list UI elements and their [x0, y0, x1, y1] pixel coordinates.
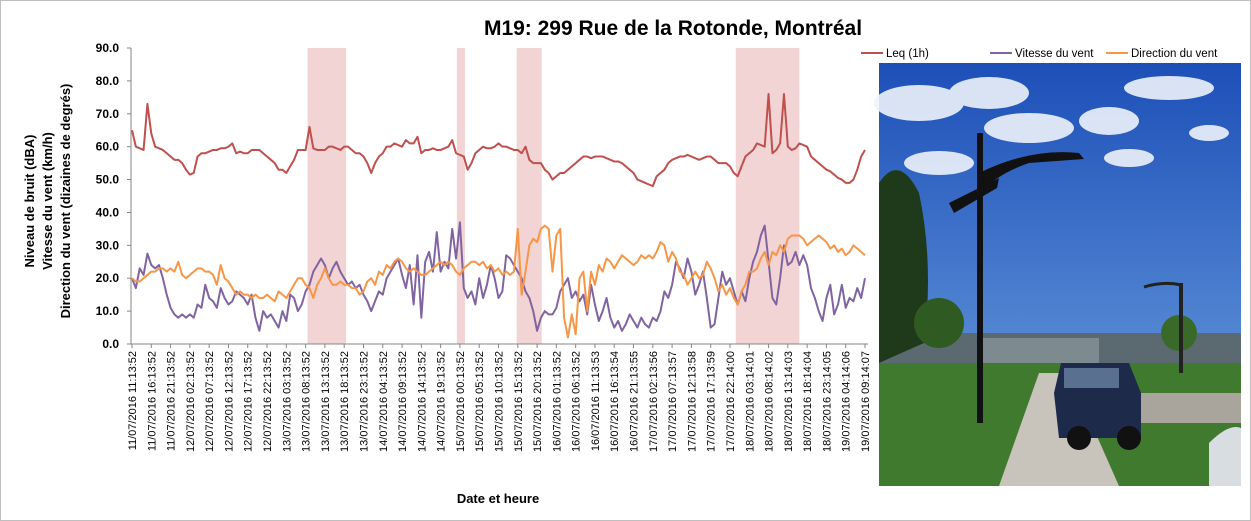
- x-tick-label: 12/07/2016 02:13:52: [185, 351, 197, 452]
- chart-title: M19: 299 Rue de la Rotonde, Montréal: [484, 17, 862, 40]
- x-tick-label: 17/07/2016 17:13:59: [706, 351, 718, 452]
- x-tick-label: 18/07/2016 03:14:01: [744, 351, 756, 452]
- x-tick-label: 16/07/2016 16:13:54: [609, 351, 621, 452]
- x-tick-label: 13/07/2016 23:13:52: [358, 351, 370, 452]
- x-tick-label: 16/07/2016 11:13:53: [590, 351, 602, 451]
- series-line: [131, 221, 866, 332]
- x-tick-label: 17/07/2016 22:14:00: [725, 351, 737, 452]
- y-tick-label: 90.0: [96, 41, 120, 55]
- legend-label: Leq (1h): [886, 48, 929, 60]
- x-tick-label: 17/07/2016 12:13:58: [686, 351, 698, 452]
- x-tick-label: 11/07/2016 11:13:52: [127, 351, 139, 450]
- y-tick-label: 60.0: [96, 140, 120, 154]
- y-tick-label: 30.0: [96, 238, 120, 252]
- x-axis-title: Date et heure: [457, 491, 539, 506]
- y-tick-label: 70.0: [96, 107, 120, 121]
- y-tick-label: 0.0: [102, 337, 119, 351]
- x-tick-label: 12/07/2016 17:13:52: [243, 351, 255, 452]
- x-tick-label: 13/07/2016 03:13:52: [281, 351, 293, 452]
- shaded-period: [456, 48, 465, 344]
- photo: [874, 63, 1241, 486]
- x-tick-label: 11/07/2016 16:13:52: [146, 351, 158, 451]
- x-tick-label: 16/07/2016 21:13:55: [629, 351, 641, 452]
- y-tick-label: 10.0: [96, 304, 120, 318]
- x-tick-label: 15/07/2016 00:13:52: [455, 351, 467, 452]
- x-tick-label: 14/07/2016 09:13:52: [397, 351, 409, 452]
- x-tick-label: 19/07/2016 09:14:07: [860, 351, 872, 452]
- x-tick-label: 13/07/2016 18:13:52: [339, 351, 351, 452]
- x-tick-label: 14/07/2016 14:13:52: [416, 351, 428, 452]
- x-tick-label: 15/07/2016 05:13:52: [474, 351, 486, 452]
- y-tick-label: 50.0: [96, 173, 120, 187]
- x-tick-label: 16/07/2016 06:13:52: [571, 351, 583, 452]
- x-tick-label: 13/07/2016 08:13:52: [301, 351, 313, 452]
- x-tick-label: 11/07/2016 21:13:52: [166, 351, 178, 451]
- y-axis-title: Niveau de bruit (dBA): [22, 135, 37, 268]
- shaded-period: [307, 48, 347, 344]
- y-tick-label: 20.0: [96, 271, 120, 285]
- x-tick-label: 15/07/2016 20:13:52: [532, 351, 544, 452]
- y-axis-title: Vitesse du vent (km/h): [40, 132, 55, 270]
- x-tick-label: 14/07/2016 04:13:52: [378, 351, 390, 452]
- x-tick-label: 18/07/2016 13:14:03: [783, 351, 795, 452]
- x-tick-label: 13/07/2016 13:13:52: [320, 351, 332, 452]
- x-tick-label: 12/07/2016 12:13:52: [223, 351, 235, 452]
- x-tick-label: 17/07/2016 07:13:57: [667, 351, 679, 452]
- x-tick-label: 14/07/2016 19:13:52: [436, 351, 448, 452]
- x-tick-label: 18/07/2016 08:14:02: [764, 351, 776, 452]
- x-tick-label: 12/07/2016 07:13:52: [204, 351, 216, 452]
- legend-label: Vitesse du vent: [1015, 48, 1094, 60]
- series-line: [131, 93, 866, 188]
- y-axis-title: Direction du vent (dizaines de degrés): [58, 84, 73, 319]
- x-tick-label: 15/07/2016 10:13:52: [494, 351, 506, 452]
- x-tick-label: 15/07/2016 15:13:52: [513, 351, 525, 452]
- x-tick-label: 18/07/2016 18:14:04: [802, 351, 814, 452]
- series-line: [131, 224, 866, 339]
- y-tick-label: 80.0: [96, 74, 120, 88]
- y-tick-label: 40.0: [96, 205, 120, 219]
- x-tick-label: 18/07/2016 23:14:05: [821, 351, 833, 452]
- x-tick-label: 12/07/2016 22:13:52: [262, 351, 274, 452]
- x-tick-label: 19/07/2016 04:14:06: [841, 351, 853, 452]
- x-tick-label: 16/07/2016 01:13:52: [551, 351, 563, 452]
- x-tick-label: 17/07/2016 02:13:56: [648, 351, 660, 452]
- legend-label: Direction du vent: [1131, 48, 1218, 60]
